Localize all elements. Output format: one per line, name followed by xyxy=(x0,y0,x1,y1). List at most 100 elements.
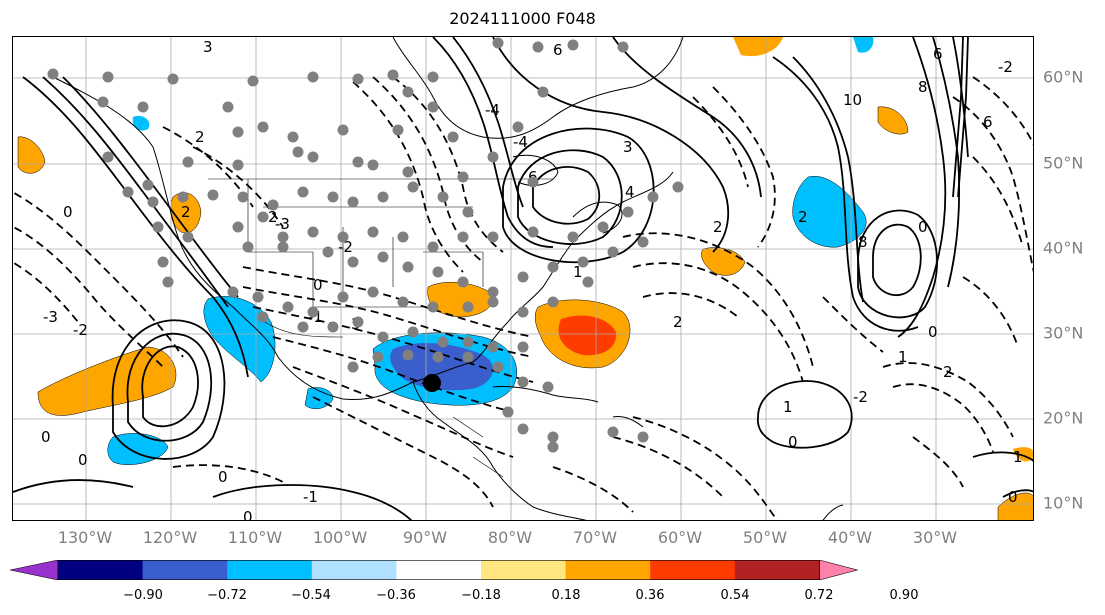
ensemble-marker xyxy=(517,376,529,388)
colorbar-segment xyxy=(734,560,820,580)
contour-label: -3 xyxy=(43,308,58,326)
contour-label: 2 xyxy=(195,128,205,146)
ensemble-marker xyxy=(307,71,319,83)
longitude-label: 110°W xyxy=(227,528,283,547)
storm-center-marker xyxy=(423,374,441,392)
contour-label: 0 xyxy=(1008,488,1018,506)
ensemble-marker xyxy=(337,291,349,303)
contour-label: 0 xyxy=(41,428,51,446)
ensemble-marker xyxy=(152,221,164,233)
contour-label: 10 xyxy=(843,91,862,109)
ensemble-marker xyxy=(502,406,514,418)
contour-label: 0 xyxy=(63,203,73,221)
colorbar-segment xyxy=(142,560,228,580)
ensemble-marker xyxy=(307,151,319,163)
ensemble-marker xyxy=(232,126,244,138)
ensemble-marker xyxy=(287,131,299,143)
positive-anomaly-se-corner xyxy=(997,492,1033,520)
ensemble-marker xyxy=(327,321,339,333)
ensemble-marker xyxy=(47,68,59,80)
ensemble-marker xyxy=(432,266,444,278)
ensemble-marker xyxy=(487,231,499,243)
ensemble-marker xyxy=(337,231,349,243)
ensemble-marker xyxy=(487,296,499,308)
ensemble-marker xyxy=(462,336,474,348)
ensemble-marker xyxy=(582,276,594,288)
latitude-label: 50°N xyxy=(1043,153,1084,173)
ensemble-marker xyxy=(352,156,364,168)
colorbar-segment xyxy=(650,560,736,580)
longitude-label: 120°W xyxy=(142,528,198,547)
contour-label: 3 xyxy=(623,138,633,156)
colorbar-segment xyxy=(227,560,313,580)
ensemble-marker xyxy=(157,256,169,268)
ensemble-marker xyxy=(547,441,559,453)
ensemble-marker xyxy=(487,341,499,353)
ensemble-marker xyxy=(257,311,269,323)
negative-anomaly-ne xyxy=(853,37,874,53)
ensemble-marker xyxy=(512,121,524,133)
ensemble-marker xyxy=(322,246,334,258)
colorbar-segment xyxy=(311,560,397,580)
ensemble-marker xyxy=(297,186,309,198)
contour-label: 0 xyxy=(313,276,323,294)
ensemble-marker xyxy=(492,361,504,373)
longitude-label: 60°W xyxy=(657,528,703,547)
ensemble-marker xyxy=(232,221,244,233)
latitude-label: 60°N xyxy=(1043,67,1084,87)
ensemble-marker xyxy=(377,251,389,263)
shaded-anomalies xyxy=(17,37,1033,520)
contour-label: -1 xyxy=(303,488,318,506)
ensemble-marker xyxy=(277,241,289,253)
longitude-label: 70°W xyxy=(572,528,618,547)
ensemble-marker xyxy=(647,191,659,203)
ensemble-marker xyxy=(392,124,404,136)
ensemble-marker xyxy=(237,191,249,203)
contour-label: 0 xyxy=(78,451,88,469)
ensemble-marker xyxy=(577,256,589,268)
colorbar-extend-high xyxy=(819,560,859,580)
ensemble-marker xyxy=(607,426,619,438)
contour-label: 6 xyxy=(553,41,563,59)
ensemble-marker xyxy=(622,206,634,218)
ensemble-marker xyxy=(527,226,539,238)
contour-label: 1 xyxy=(783,398,793,416)
ensemble-marker xyxy=(517,271,529,283)
contour-label: 0 xyxy=(788,433,798,451)
colorbar-segment xyxy=(58,560,144,580)
colorbar-tick-label: 0.72 xyxy=(804,588,834,603)
ensemble-marker xyxy=(207,189,219,201)
colorbar-tick-label: −0.90 xyxy=(123,588,163,603)
contour-label: 2 xyxy=(713,218,723,236)
ensemble-marker xyxy=(527,176,539,188)
ensemble-marker xyxy=(397,231,409,243)
latitude-label: 20°N xyxy=(1043,408,1084,428)
ensemble-marker xyxy=(252,291,264,303)
contour-label: -2 xyxy=(998,58,1013,76)
ensemble-marker xyxy=(532,41,544,53)
ensemble-marker xyxy=(97,96,109,108)
ensemble-marker xyxy=(297,321,309,333)
ensemble-marker xyxy=(242,241,254,253)
ensemble-marker xyxy=(102,151,114,163)
contour-label: -2 xyxy=(853,388,868,406)
ensemble-marker xyxy=(142,179,154,191)
longitude-label: 80°W xyxy=(487,528,533,547)
ensemble-marker xyxy=(427,301,439,313)
contour-label: 0 xyxy=(243,508,253,521)
contour-label: 1 xyxy=(898,348,908,366)
longitude-label: 100°W xyxy=(312,528,368,547)
ensemble-marker xyxy=(162,276,174,288)
ensemble-marker xyxy=(637,431,649,443)
positive-anomaly-east xyxy=(877,106,909,135)
contour-label: -3 xyxy=(275,215,290,233)
ensemble-marker xyxy=(437,336,449,348)
positive-anomaly-pacific xyxy=(37,346,177,416)
contour-label: 2 xyxy=(673,313,683,331)
ensemble-marker xyxy=(607,246,619,258)
contour-label: 4 xyxy=(625,183,635,201)
ensemble-marker xyxy=(432,351,444,363)
ensemble-marker xyxy=(547,261,559,273)
ensemble-marker xyxy=(517,341,529,353)
ensemble-marker xyxy=(222,101,234,113)
